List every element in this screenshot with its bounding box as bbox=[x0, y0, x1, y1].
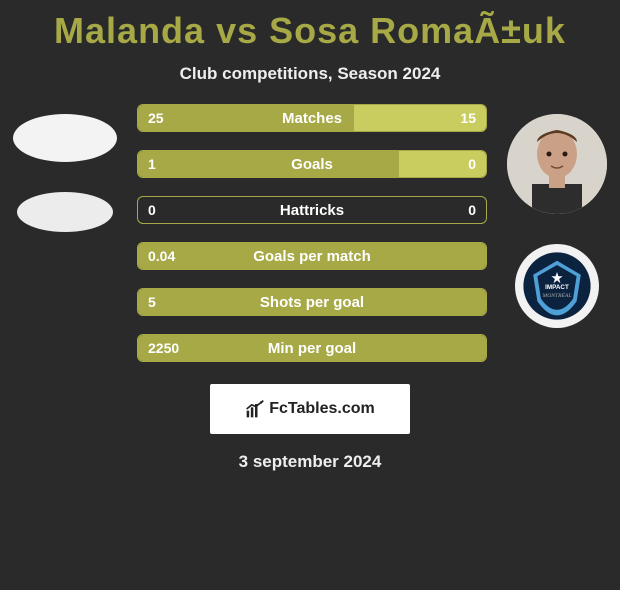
stat-label: Hattricks bbox=[280, 202, 344, 219]
brand-logo-icon bbox=[245, 399, 265, 419]
left-column bbox=[13, 104, 117, 232]
stat-row: 1 Goals 0 bbox=[137, 150, 487, 178]
page-title: Malanda vs Sosa RomaÃ±uk bbox=[0, 10, 620, 52]
right-club-badge: IMPACT MONTRÉAL bbox=[515, 244, 599, 328]
stat-row: 0.04 Goals per match bbox=[137, 242, 487, 270]
stat-bar-left bbox=[138, 151, 399, 177]
stats-list: 25 Matches 15 1 Goals 0 0 Hattricks 0 0.04 Goals p… bbox=[137, 104, 487, 362]
stat-label: Min per goal bbox=[268, 340, 356, 357]
stat-label: Goals per match bbox=[253, 248, 371, 265]
right-column: IMPACT MONTRÉAL bbox=[507, 104, 607, 328]
stat-label: Goals bbox=[291, 156, 333, 173]
stat-value-left: 0.04 bbox=[148, 248, 175, 264]
comparison-panel: 25 Matches 15 1 Goals 0 0 Hattricks 0 0.04 Goals p… bbox=[0, 104, 620, 362]
svg-text:IMPACT: IMPACT bbox=[545, 284, 569, 291]
stat-value-left: 1 bbox=[148, 156, 156, 172]
stat-label: Matches bbox=[282, 110, 342, 127]
stat-row: 25 Matches 15 bbox=[137, 104, 487, 132]
stat-value-right: 0 bbox=[468, 156, 476, 172]
subtitle: Club competitions, Season 2024 bbox=[0, 64, 620, 84]
brand-badge[interactable]: FcTables.com bbox=[210, 384, 410, 434]
stat-value-left: 2250 bbox=[148, 340, 179, 356]
left-club-badge bbox=[17, 192, 113, 232]
right-player-avatar bbox=[507, 114, 607, 214]
stat-value-right: 15 bbox=[460, 110, 476, 126]
brand-name: FcTables.com bbox=[269, 400, 375, 418]
stat-row: 5 Shots per goal bbox=[137, 288, 487, 316]
stat-value-right: 0 bbox=[468, 202, 476, 218]
stat-value-left: 5 bbox=[148, 294, 156, 310]
date-label: 3 september 2024 bbox=[0, 452, 620, 472]
stat-value-left: 0 bbox=[148, 202, 156, 218]
left-player-avatar bbox=[13, 114, 117, 162]
stat-label: Shots per goal bbox=[260, 294, 364, 311]
stat-row: 0 Hattricks 0 bbox=[137, 196, 487, 224]
stat-row: 2250 Min per goal bbox=[137, 334, 487, 362]
stat-value-left: 25 bbox=[148, 110, 164, 126]
